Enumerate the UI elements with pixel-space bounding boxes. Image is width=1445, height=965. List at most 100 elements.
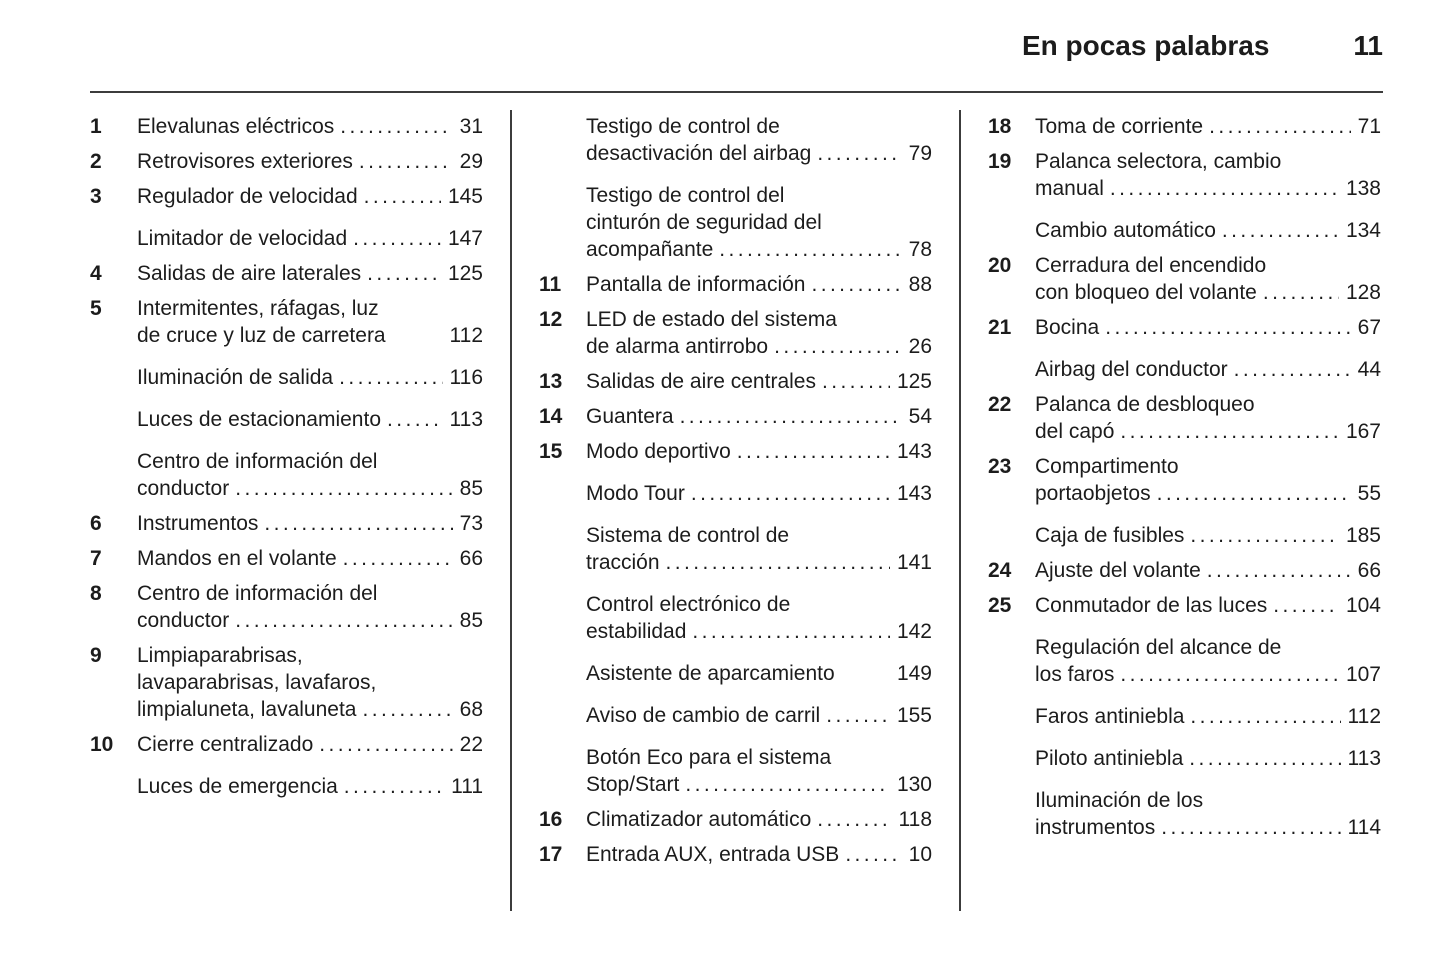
entry-body: Regulador de velocidad..................…	[137, 183, 483, 210]
toc-column: Testigo de control de desactivación del a…	[539, 113, 932, 868]
entry-text-line: Testigo de control del	[586, 184, 785, 207]
entry-text-line: Guantera	[586, 405, 674, 428]
leader-dots: ........................................…	[340, 115, 452, 138]
entry-number: 9	[90, 644, 102, 667]
toc-entry: Testigo de control del cinturón de seguri…	[539, 182, 932, 263]
entry-page-ref: 128	[1345, 281, 1381, 304]
leader-dots: ........................................…	[1105, 316, 1351, 339]
entry-last-line: conductor...............................…	[137, 475, 483, 502]
entry-page-ref: 113	[449, 408, 483, 431]
entry-last-line: Luces de emergencia.....................…	[137, 773, 483, 800]
entry-page-ref: 55	[1357, 482, 1381, 505]
entry-text-line: de cruce y luz de carretera	[137, 324, 386, 347]
entry-text-line: Centro de información del	[137, 582, 378, 605]
entry-text-line: Pantalla de información	[586, 273, 806, 296]
entry-last-line: Entrada AUX, entrada USB................…	[586, 841, 932, 868]
entry-body: Airbag del conductor....................…	[1035, 356, 1381, 383]
entry-number: 21	[988, 316, 1012, 339]
entry-text-line: tracción	[586, 551, 660, 574]
leader-dots: ........................................…	[235, 477, 452, 500]
entry-body: Aviso de cambio de carril...............…	[586, 702, 932, 729]
entry-text-line: Control electrónico de	[586, 593, 791, 616]
entry-last-line: Cambio automático.......................…	[1035, 217, 1381, 244]
entry-text-line: Salidas de aire centrales	[586, 370, 816, 393]
toc-entry: 24 Ajuste del volante....................…	[988, 557, 1381, 584]
entry-text-line: Intermitentes, ráfagas, luz	[137, 297, 379, 320]
leader-dots: ........................................…	[817, 808, 892, 831]
entry-body: Caja de fusibles........................…	[1035, 522, 1381, 549]
entry-number	[988, 745, 1035, 772]
toc-entry: Aviso de cambio de carril...............…	[539, 702, 932, 729]
entry-last-line: Salidas de aire laterales...............…	[137, 260, 483, 287]
entry-last-line: tracción................................…	[586, 549, 932, 576]
entry-last-line: estabilidad.............................…	[586, 618, 932, 645]
entry-text-line: Cambio automático	[1035, 219, 1216, 242]
entry-body: Centro de información del conductor......…	[137, 448, 483, 502]
entry-text-line: acompañante	[586, 238, 714, 261]
entry-body: Iluminación de salida...................…	[137, 364, 483, 391]
entry-text-line: Aviso de cambio de carril	[586, 704, 821, 727]
entry-page-ref: 155	[896, 704, 932, 727]
toc-entry: Centro de información del conductor......…	[90, 448, 483, 502]
entry-body: Modo Tour...............................…	[586, 480, 932, 507]
entry-text-line: los faros	[1035, 663, 1115, 686]
page-number: 11	[1353, 30, 1383, 61]
entry-number: 3	[90, 185, 102, 208]
toc-entry: 10 Cierre centralizado...................…	[90, 731, 483, 758]
entry-page-ref: 66	[1357, 559, 1381, 582]
entry-text-line: Sistema de control de	[586, 524, 790, 547]
entry-last-line: Modo Tour...............................…	[586, 480, 932, 507]
entry-body: Limitador de velocidad..................…	[137, 225, 483, 252]
entry-text-line: Centro de información del	[137, 450, 378, 473]
toc-entry: Modo Tour...............................…	[539, 480, 932, 507]
leader-dots: ........................................…	[387, 408, 443, 431]
entry-last-line: Caja de fusibles........................…	[1035, 522, 1381, 549]
leader-dots: ........................................…	[363, 185, 441, 208]
entry-body: Regulación del alcance de los faros......…	[1035, 634, 1381, 688]
entry-text-line: Cierre centralizado	[137, 733, 314, 756]
entry-page-ref: 125	[447, 262, 483, 285]
entry-text-line: Palanca selectora, cambio	[1035, 150, 1282, 173]
entry-body: Guantera................................…	[586, 403, 932, 430]
entry-page-ref: 116	[449, 366, 483, 389]
toc-entry: Botón Eco para el sistema Stop/Start.....…	[539, 744, 932, 798]
toc-entry: 4 Salidas de aire laterales..............…	[90, 260, 483, 287]
leader-dots: ........................................…	[343, 775, 445, 798]
entry-last-line: de alarma antirrobo.....................…	[586, 333, 932, 360]
toc-entry: Caja de fusibles........................…	[988, 522, 1381, 549]
entry-text-line: Climatizador automático	[586, 808, 812, 831]
entry-text-line: del capó	[1035, 420, 1115, 443]
entry-body: Toma de corriente.......................…	[1035, 113, 1381, 140]
entry-last-line: Climatizador automático.................…	[586, 806, 932, 833]
entry-number: 15	[539, 440, 563, 463]
entry-body: Instrumentos............................…	[137, 510, 483, 537]
column-separator	[959, 110, 961, 911]
entry-last-line: Ajuste del volante......................…	[1035, 557, 1381, 584]
entry-body: Palanca selectora, cambio manual.........…	[1035, 148, 1381, 202]
entry-last-line: los faros...............................…	[1035, 661, 1381, 688]
entry-number	[539, 660, 586, 687]
entry-body: Control electrónico de estabilidad.......…	[586, 591, 932, 645]
entry-page-ref: 66	[459, 547, 483, 570]
entry-number: 13	[539, 370, 563, 393]
leader-dots: ........................................…	[319, 733, 452, 756]
entry-page-ref: 138	[1345, 177, 1381, 200]
entry-last-line: Luces de estacionamiento................…	[137, 406, 483, 433]
toc-entry: Airbag del conductor....................…	[988, 356, 1381, 383]
entry-text-line: Instrumentos	[137, 512, 259, 535]
toc-entry: 7 Mandos en el volante...................…	[90, 545, 483, 572]
entry-page-ref: 10	[908, 843, 932, 866]
leader-dots: ........................................…	[1206, 559, 1351, 582]
entry-number	[90, 773, 137, 800]
entry-last-line: Limitador de velocidad..................…	[137, 225, 483, 252]
entry-text-line: conductor	[137, 477, 230, 500]
entry-text-line: Retrovisores exteriores	[137, 150, 353, 173]
entry-body: Entrada AUX, entrada USB................…	[586, 841, 932, 868]
leader-dots: ........................................…	[736, 440, 890, 463]
entry-text-line: Testigo de control de	[586, 115, 780, 138]
entry-text-line: Modo deportivo	[586, 440, 731, 463]
entry-body: Retrovisores exteriores.................…	[137, 148, 483, 175]
entry-text-line: Modo Tour	[586, 482, 685, 505]
entry-text-line: Regulación del alcance de	[1035, 636, 1282, 659]
entry-last-line: del capó................................…	[1035, 418, 1381, 445]
